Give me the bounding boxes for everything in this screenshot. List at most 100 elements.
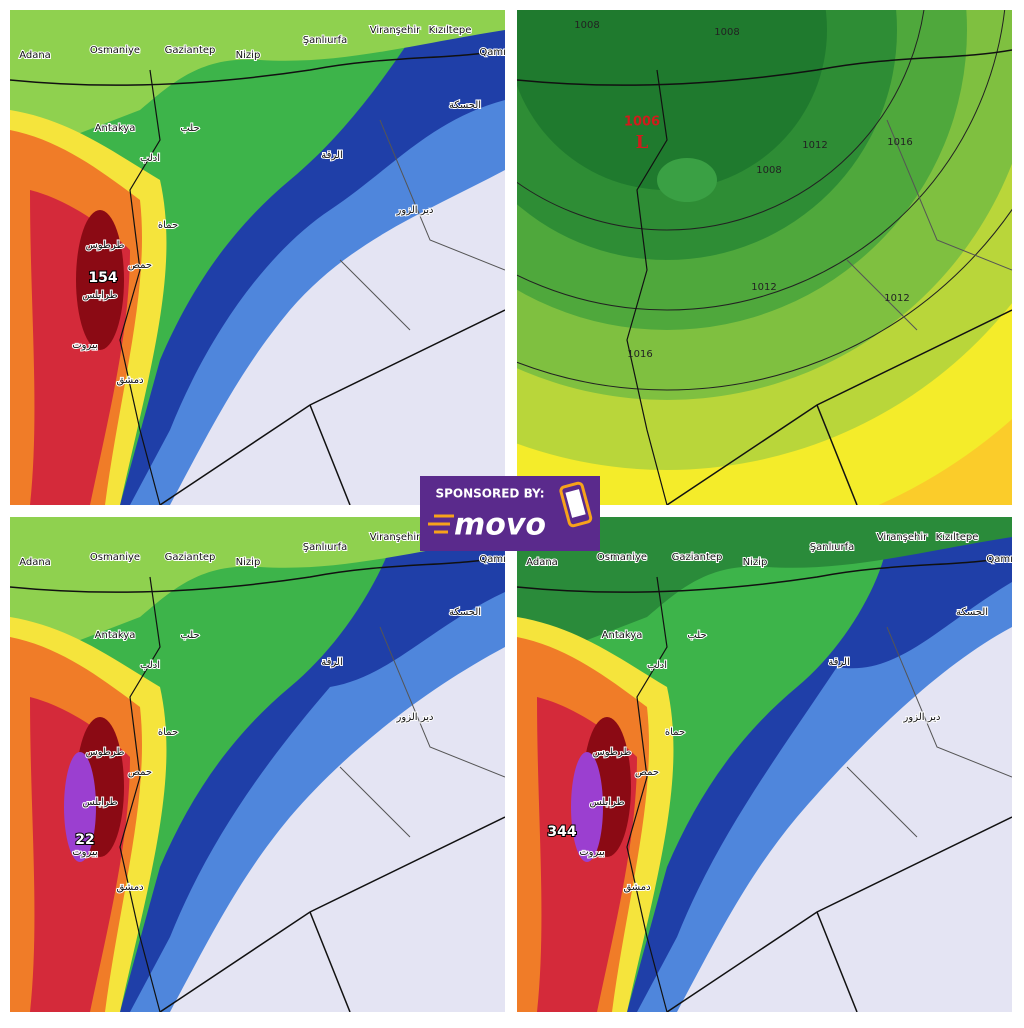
city-label: الحسكة bbox=[449, 607, 481, 618]
max-value: 22 bbox=[75, 832, 94, 848]
isobar-label: 1012 bbox=[751, 282, 776, 293]
city-label: Qamışlı bbox=[479, 47, 516, 58]
city-label: ادلب bbox=[647, 660, 667, 671]
phone-icon bbox=[559, 481, 593, 528]
panel-clip: Adana Osmaniye Gaziantep Nizip Şanlıurfa Vira… bbox=[517, 517, 1023, 1012]
city-label: حماة bbox=[158, 220, 178, 231]
city-label: حلب bbox=[180, 123, 199, 134]
city-label: ادلب bbox=[140, 153, 160, 164]
rain-lightgreen bbox=[517, 517, 1012, 667]
city-label: Gaziantep bbox=[672, 552, 723, 563]
border bbox=[119, 576, 161, 1012]
border bbox=[846, 119, 1012, 331]
isobar-label: 1008 bbox=[714, 27, 739, 38]
isobar-label: 1008 bbox=[756, 165, 781, 176]
border bbox=[626, 69, 668, 505]
city-label: Osmaniye bbox=[597, 552, 647, 563]
rain-map: Adana Osmaniye Gaziantep Nizip Şanlıurfa Vira… bbox=[10, 10, 516, 505]
border bbox=[846, 626, 1012, 838]
rain-lightgreen bbox=[10, 10, 505, 160]
city-label: Qamışlı bbox=[479, 554, 516, 565]
border bbox=[517, 556, 1012, 593]
rain-darkred bbox=[76, 210, 124, 350]
isobar bbox=[517, 10, 925, 231]
city-label: دير الزور bbox=[903, 712, 941, 723]
city-label: دمشق bbox=[623, 882, 650, 893]
city-label: Viranşehir bbox=[370, 532, 421, 543]
city-label: Viranşehir bbox=[877, 532, 928, 543]
city-label: Nizip bbox=[236, 50, 261, 61]
city-label: حماة bbox=[158, 727, 178, 738]
city-label: Şanlıurfa bbox=[303, 35, 347, 46]
pressure-band bbox=[517, 10, 827, 190]
border bbox=[10, 556, 505, 593]
city-label: Antakya bbox=[95, 630, 136, 641]
city-label: دير الزور bbox=[396, 712, 434, 723]
rain-purple bbox=[571, 752, 603, 862]
border bbox=[339, 626, 505, 838]
city-label: Osmaniye bbox=[90, 45, 140, 56]
border bbox=[119, 69, 161, 505]
city-label: حلب bbox=[180, 630, 199, 641]
city-label: Nizip bbox=[743, 557, 768, 568]
panel-clip: Adana Osmaniye Gaziantep Nizip Şanlıurfa Vira… bbox=[10, 517, 516, 1012]
isobar-label: 1008 bbox=[574, 20, 599, 31]
pressure-center bbox=[657, 158, 717, 202]
city-label: طرابلس bbox=[82, 290, 117, 301]
city-label: الرقة bbox=[321, 150, 342, 161]
city-label: Qamışlı bbox=[986, 554, 1023, 565]
border bbox=[309, 911, 351, 1012]
city-label: بيروت bbox=[72, 847, 98, 858]
city-label: Kızıltepe bbox=[429, 25, 472, 36]
isobar-label: 1016 bbox=[627, 349, 652, 360]
city-label: Gaziantep bbox=[165, 552, 216, 563]
city-label: Antakya bbox=[95, 123, 136, 134]
city-label: حماة bbox=[665, 727, 685, 738]
city-label: الحسكة bbox=[956, 607, 988, 618]
border bbox=[309, 404, 351, 505]
city-label: حمص bbox=[128, 260, 152, 271]
sponsor-caption: SPONSORED BY: bbox=[435, 487, 544, 501]
city-label: Osmaniye bbox=[90, 552, 140, 563]
city-label: طرطوس bbox=[86, 240, 125, 251]
city-label: دمشق bbox=[116, 375, 143, 386]
city-label: طرطوس bbox=[86, 747, 125, 758]
border bbox=[339, 119, 505, 331]
pressure-map: 1008 1008 1008 1012 1012 1012 1016 1016 1006 L bbox=[517, 10, 1012, 505]
city-label: Viranşehir bbox=[370, 25, 421, 36]
city-label: حلب bbox=[687, 630, 706, 641]
city-label: ادلب bbox=[140, 660, 160, 671]
city-label: دمشق bbox=[116, 882, 143, 893]
city-label: طرابلس bbox=[82, 797, 117, 808]
panel-clip: 1008 1008 1008 1012 1012 1012 1016 1016 1006 L bbox=[517, 10, 1012, 505]
city-label: Adana bbox=[526, 557, 558, 568]
low-value: 1006 bbox=[624, 115, 660, 130]
isobar bbox=[517, 10, 1006, 311]
rain-map: Adana Osmaniye Gaziantep Nizip Şanlıurfa Vira… bbox=[10, 517, 516, 1012]
city-label: Adana bbox=[19, 50, 51, 61]
city-label: طرطوس bbox=[593, 747, 632, 758]
swoosh bbox=[428, 514, 454, 534]
city-label: دير الزور bbox=[396, 205, 434, 216]
city-label: الرقة bbox=[828, 657, 849, 668]
border bbox=[626, 576, 668, 1012]
low-symbol: L bbox=[636, 132, 649, 153]
city-label: Şanlıurfa bbox=[303, 542, 347, 553]
max-value: 344 bbox=[547, 824, 576, 840]
brand: movo bbox=[454, 508, 546, 543]
badge-bg bbox=[420, 476, 600, 551]
border bbox=[816, 911, 858, 1012]
isobar-label: 1016 bbox=[887, 137, 912, 148]
city-label: الحسكة bbox=[449, 100, 481, 111]
city-label: الرقة bbox=[321, 657, 342, 668]
city-label: حمص bbox=[635, 767, 659, 778]
border bbox=[517, 49, 1012, 86]
city-label: بيروت bbox=[579, 847, 605, 858]
sponsor-badge[interactable]: SPONSORED BY: movo bbox=[420, 476, 600, 551]
city-label: Şanlıurfa bbox=[810, 542, 854, 553]
city-label: بيروت bbox=[72, 340, 98, 351]
city-label: طرابلس bbox=[589, 797, 624, 808]
rain-map: Adana Osmaniye Gaziantep Nizip Şanlıurfa Vira… bbox=[517, 517, 1023, 1012]
rain-lightgreen bbox=[10, 517, 505, 667]
